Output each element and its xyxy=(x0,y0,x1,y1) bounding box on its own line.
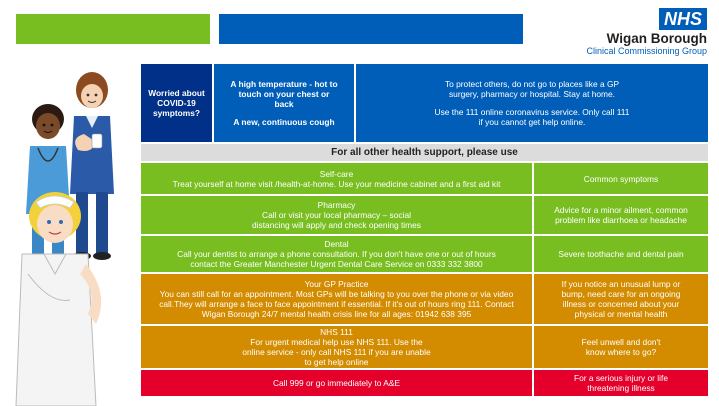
gp-practice-title: Your GP Practice xyxy=(304,279,369,289)
self-care-when-cell: Common symptoms xyxy=(534,163,708,194)
pharmacy-when-cell: Advice for a minor ailment, common probl… xyxy=(534,196,708,234)
gp-practice-cell: Your GP Practice You can still call for … xyxy=(141,274,532,324)
nhs-111-when-cell: Feel unwell and don't know where to go? xyxy=(534,326,708,368)
covid-question-cell: Worried about COVID-19 symptoms? xyxy=(141,64,212,142)
self-care-when: Common symptoms xyxy=(583,173,659,184)
nhs-111-title: NHS 111 xyxy=(320,327,353,337)
org-subtitle: Clinical Commissioning Group xyxy=(586,46,707,56)
covid-question: Worried about COVID-19 symptoms? xyxy=(148,88,205,118)
emergency-body: Call 999 or go immediately to A&E xyxy=(272,378,401,388)
gp-practice-when: If you notice an unusual lump or bump, n… xyxy=(561,279,681,319)
dental-cell: Dental Call your dentist to arrange a ph… xyxy=(141,236,532,272)
nhs-branding: NHS Wigan Borough Clinical Commissioning… xyxy=(586,8,707,57)
self-care-cell: Self-care Treat yourself at home visit /… xyxy=(141,163,532,194)
headline-here-for-you: Here for you. xyxy=(16,14,211,44)
other-support-header: For all other health support, please use xyxy=(141,144,708,161)
gp-practice-body: You can still call for an appointment. M… xyxy=(159,289,514,319)
headline-choose-well: Choose well. Stay safe. xyxy=(218,14,523,44)
nhs-logo: NHS xyxy=(658,8,707,30)
pharmacy-title: Pharmacy xyxy=(317,200,356,210)
covid-advice-111-online: Use the 111 online coronavirus service. … xyxy=(434,107,630,127)
emergency-cell: Call 999 or go immediately to A&E xyxy=(141,370,532,396)
emergency-when: For a serious injury or life threatening… xyxy=(573,373,669,393)
covid-advice-cell: To protect others, do not go to places l… xyxy=(356,64,708,142)
self-care-body: Treat yourself at home visit /health-at-… xyxy=(172,178,501,189)
dental-title: Dental xyxy=(324,239,349,249)
dental-when-cell: Severe toothache and dental pain xyxy=(534,236,708,272)
covid-symptom-temperature: A high temperature - hot to touch on you… xyxy=(230,79,338,109)
nhs-111-cell: NHS 111 For urgent medical help use NHS … xyxy=(141,326,532,368)
covid-symptom-cough: A new, continuous cough xyxy=(233,117,335,127)
pharmacy-body: Call or visit your local pharmacy – soci… xyxy=(252,210,421,230)
pharmacy-when: Advice for a minor ailment, common probl… xyxy=(554,205,688,225)
nhs-111-body: For urgent medical help use NHS 111. Use… xyxy=(242,337,431,367)
covid-advice-stay-home: To protect others, do not go to places l… xyxy=(444,79,620,99)
covid-symptoms-cell: A high temperature - hot to touch on you… xyxy=(214,64,354,142)
org-name: Wigan Borough xyxy=(606,31,707,46)
nurse-and-pharmacist-cartoon-icon xyxy=(15,72,114,406)
pharmacy-cell: Pharmacy Call or visit your local pharma… xyxy=(141,196,532,234)
headline: Here for you. Choose well. Stay safe. xyxy=(16,14,523,44)
nhs-111-when: Feel unwell and don't know where to go? xyxy=(581,337,661,357)
self-care-title: Self-care xyxy=(319,168,354,179)
dental-body: Call your dentist to arrange a phone con… xyxy=(177,249,496,269)
dental-when: Severe toothache and dental pain xyxy=(558,249,684,259)
gp-practice-when-cell: If you notice an unusual lump or bump, n… xyxy=(534,274,708,324)
emergency-when-cell: For a serious injury or life threatening… xyxy=(534,370,708,396)
